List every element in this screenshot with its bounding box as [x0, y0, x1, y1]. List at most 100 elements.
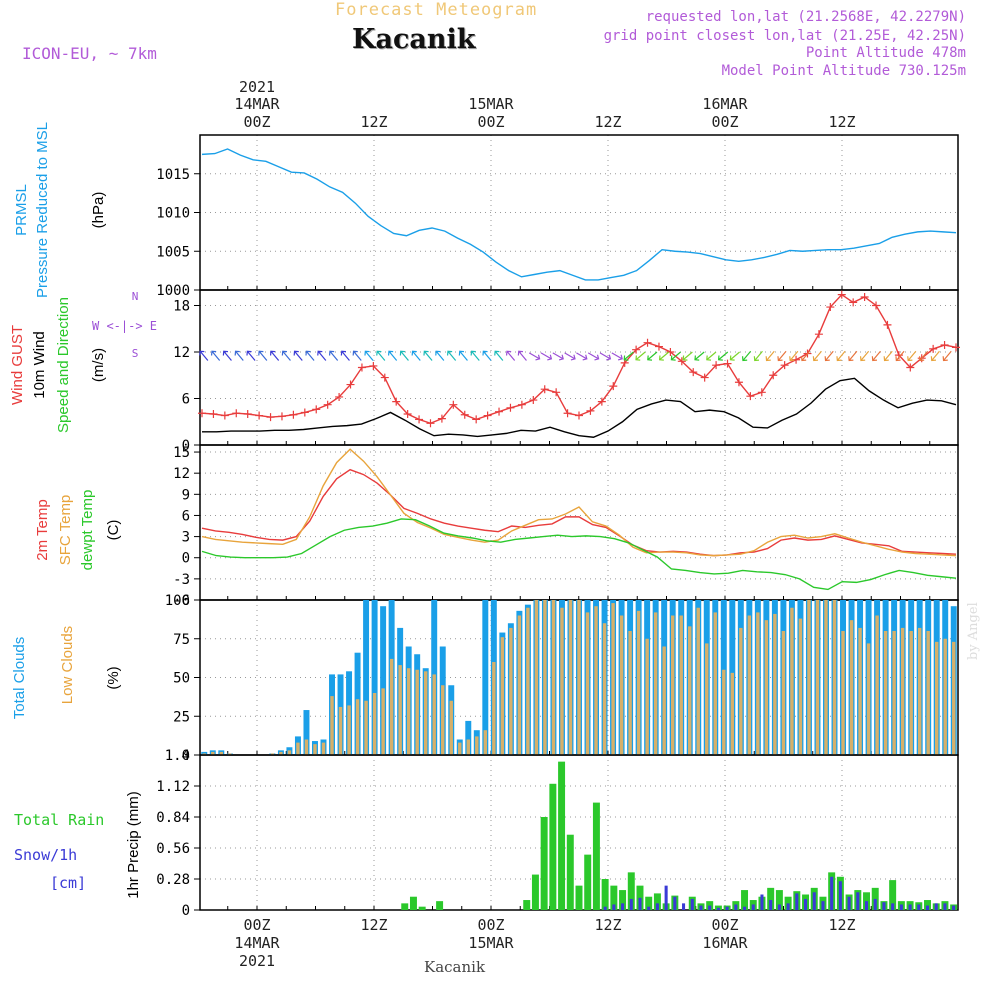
gust-marker — [209, 410, 218, 418]
bar-clouds-b — [900, 627, 905, 755]
bar-clouds-b — [526, 607, 530, 755]
bar-clouds-b — [841, 631, 845, 755]
y-axis-label: (m/s) — [90, 348, 107, 382]
y-tick-label: 0 — [182, 903, 190, 919]
bar-precipitation-a — [889, 880, 897, 910]
bar-clouds-b — [594, 606, 598, 755]
y-tick-label: 50 — [173, 671, 190, 687]
bar-clouds-a — [482, 600, 489, 755]
bar-precipitation-a — [619, 890, 627, 910]
y-axis-label: (C) — [105, 520, 122, 541]
y-tick-label: 1005 — [156, 244, 190, 260]
bar-clouds-b — [926, 631, 930, 755]
bar-clouds-b — [670, 615, 675, 755]
bar-precipitation-a — [601, 879, 609, 910]
bar-clouds-b — [466, 739, 470, 755]
gust-marker — [220, 411, 229, 420]
y-tick-label: 6 — [182, 508, 190, 524]
y-tick-label: 1015 — [156, 167, 190, 183]
bar-precipitation-b — [629, 898, 633, 910]
bar-clouds-b — [892, 631, 896, 755]
bar-precipitation-b — [708, 905, 712, 910]
y-tick-label: 0.84 — [156, 810, 190, 826]
bar-precipitation-b — [743, 906, 747, 910]
y-axis-label: 2m Temp — [34, 499, 51, 560]
wind-direction-arrow — [458, 350, 468, 361]
panel-frame — [199, 289, 959, 446]
wind-direction-arrow — [765, 350, 775, 362]
bar-clouds-b — [739, 627, 743, 755]
gust-marker — [780, 361, 789, 370]
bar-precipitation-b — [917, 904, 921, 910]
y-tick-label: 6 — [182, 392, 190, 408]
wind-direction-arrow — [587, 352, 600, 361]
x-top-year: 2021 — [239, 78, 275, 96]
gust-marker — [437, 414, 446, 423]
panel-pressure: 1000 1005 1010 1015 — [156, 134, 959, 299]
wind-direction-arrow — [199, 350, 209, 361]
bar-clouds-b — [577, 600, 581, 755]
compass-south: S — [132, 347, 139, 360]
bar-clouds-b — [568, 600, 573, 755]
panel-frame — [199, 444, 959, 601]
bar-clouds-b — [679, 615, 683, 755]
bar-clouds-b — [381, 688, 385, 755]
series-line-2m-temp — [201, 468, 957, 557]
wind-direction-arrow — [435, 350, 445, 361]
bar-clouds-b — [287, 750, 292, 755]
bar-precipitation-b — [847, 896, 851, 910]
wind-direction-arrow — [670, 351, 681, 361]
y-tick-label: 0 — [182, 438, 190, 454]
y-axis-label: Low Clouds — [59, 626, 76, 704]
y-tick-label: 12 — [173, 466, 190, 482]
gust-marker — [323, 400, 332, 409]
bar-precipitation-a — [523, 900, 531, 910]
bar-precipitation-a — [558, 761, 566, 910]
bar-precipitation-b — [751, 904, 755, 910]
y-tick-label: 9 — [182, 487, 190, 503]
bar-clouds-a — [380, 606, 387, 755]
y-axis-label: Speed and Direction — [55, 297, 72, 433]
panel-frame — [199, 134, 959, 291]
bar-clouds-b — [662, 646, 666, 755]
series-line-sfc-temp — [201, 448, 957, 557]
bar-clouds-b — [815, 600, 820, 755]
bar-precipitation-a — [566, 834, 574, 910]
x-bottom-hour: 12Z — [828, 916, 855, 934]
x-top-hour: 00Z — [243, 113, 270, 131]
bar-clouds-b — [441, 685, 445, 755]
wind-direction-arrow — [706, 351, 717, 361]
wind-direction-arrow — [258, 350, 268, 361]
wind-direction-arrow — [352, 350, 362, 361]
bar-precipitation-b — [830, 876, 834, 910]
wind-direction-arrow — [576, 352, 588, 361]
wind-direction-arrow — [789, 350, 799, 362]
bar-precipitation-b — [664, 885, 668, 910]
gust-marker — [826, 303, 835, 312]
wind-direction-arrow — [859, 350, 870, 362]
bar-clouds-b — [355, 699, 360, 755]
gust-marker — [449, 400, 458, 409]
gust-marker — [609, 382, 618, 391]
bar-clouds-b — [270, 753, 275, 755]
bar-clouds-b — [807, 600, 811, 755]
wind-direction-arrow — [446, 350, 457, 361]
bar-clouds-b — [585, 612, 590, 755]
gust-marker — [243, 410, 252, 418]
gust-marker — [654, 342, 663, 351]
gust-marker — [529, 396, 538, 405]
gust-marker — [677, 357, 686, 366]
wind-direction-arrow — [883, 350, 893, 362]
gust-marker — [369, 361, 378, 370]
super-title: Forecast Meteogram — [335, 0, 538, 20]
wind-direction-arrow — [777, 350, 787, 362]
wind-direction-arrow — [482, 350, 492, 361]
gust-marker — [883, 320, 892, 329]
bar-precipitation-b — [760, 894, 764, 910]
series-line-10m-wind — [202, 377, 957, 438]
wind-direction-arrow — [647, 351, 658, 361]
x-top-date: 15MAR — [468, 95, 514, 113]
location-title: Kacanik — [352, 24, 476, 55]
gust-marker — [255, 411, 264, 420]
gust-marker — [415, 415, 424, 424]
